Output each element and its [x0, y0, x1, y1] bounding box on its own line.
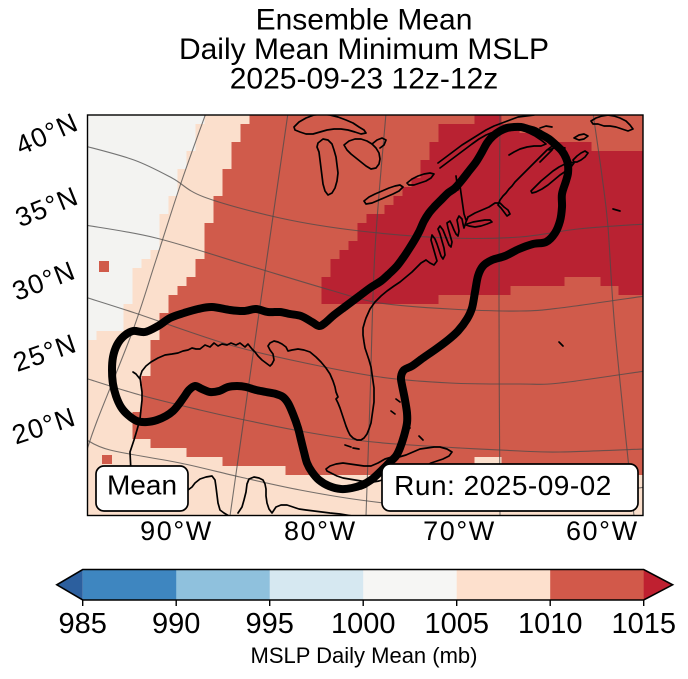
- svg-text:1000: 1000: [331, 608, 396, 640]
- svg-text:MSLP Daily Mean (mb): MSLP Daily Mean (mb): [251, 643, 478, 668]
- svg-text:1015: 1015: [611, 608, 676, 640]
- svg-text:1010: 1010: [518, 608, 583, 640]
- svg-text:Run: 2025-09-02: Run: 2025-09-02: [394, 470, 612, 501]
- svg-text:2025-09-23 12z-12z: 2025-09-23 12z-12z: [230, 63, 499, 96]
- svg-text:Daily Mean Minimum MSLP: Daily Mean Minimum MSLP: [179, 33, 549, 66]
- svg-text:990: 990: [152, 608, 200, 640]
- svg-text:Ensemble Mean: Ensemble Mean: [256, 4, 473, 37]
- svg-text:1005: 1005: [424, 608, 489, 640]
- svg-text:Mean: Mean: [107, 470, 177, 501]
- svg-text:985: 985: [59, 608, 107, 640]
- svg-text:995: 995: [246, 608, 294, 640]
- svg-text:70°W: 70°W: [423, 516, 496, 546]
- svg-text:90°W: 90°W: [140, 516, 213, 546]
- svg-text:60°W: 60°W: [566, 516, 639, 546]
- svg-text:80°W: 80°W: [284, 516, 357, 546]
